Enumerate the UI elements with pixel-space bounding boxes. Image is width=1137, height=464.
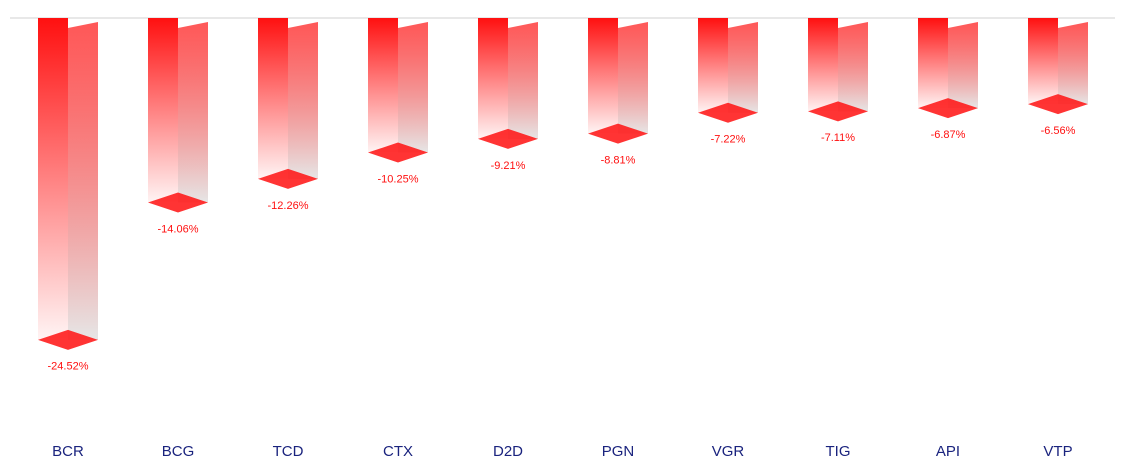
value-label: -14.06%: [158, 223, 199, 235]
value-label: -12.26%: [268, 200, 309, 212]
bar-bottom: [478, 128, 538, 149]
value-label: -6.87%: [931, 129, 966, 141]
bar-side: [618, 22, 648, 134]
bar: [1028, 18, 1058, 105]
x-tick-label: BCR: [52, 443, 84, 460]
x-tick-label: VGR: [712, 443, 745, 460]
value-label: -9.21%: [491, 160, 526, 172]
bar-bottom: [148, 192, 208, 213]
bar: [808, 18, 838, 112]
bar-bottom: [808, 101, 868, 122]
bar-bottom: [588, 123, 648, 144]
x-tick-label: D2D: [493, 443, 523, 460]
bar-side: [178, 22, 208, 203]
bar-side: [1058, 22, 1088, 105]
bar: [698, 18, 728, 113]
bar: [588, 18, 618, 134]
bar-side: [288, 22, 318, 179]
x-tick-label: PGN: [602, 443, 635, 460]
bar: [478, 18, 508, 139]
bar: [368, 18, 398, 153]
bar-bottom: [1028, 94, 1088, 115]
bar: [148, 18, 178, 203]
x-tick-label: TCD: [273, 443, 304, 460]
x-tick-label: TIG: [826, 443, 851, 460]
bar-side: [948, 22, 978, 109]
value-label: -8.81%: [601, 155, 636, 167]
bar-side: [68, 22, 98, 340]
bar-bottom: [368, 142, 428, 163]
bar-side: [728, 22, 758, 113]
x-tick-label: CTX: [383, 443, 413, 460]
bar: [258, 18, 288, 179]
value-label: -10.25%: [378, 173, 419, 185]
value-label: -7.22%: [711, 134, 746, 146]
bar-side: [838, 22, 868, 112]
bar-bottom: [918, 98, 978, 119]
x-tick-label: API: [936, 443, 960, 460]
bar-bottom: [258, 168, 318, 189]
value-label: -7.11%: [821, 132, 855, 144]
bar-side: [398, 22, 428, 153]
x-tick-label: BCG: [162, 443, 195, 460]
bar-bottom: [38, 329, 98, 350]
value-label: -6.56%: [1041, 125, 1076, 137]
bar-side: [508, 22, 538, 139]
bar: [918, 18, 948, 109]
value-label: -24.52%: [48, 361, 89, 373]
x-tick-label: VTP: [1043, 443, 1072, 460]
bar: [38, 18, 68, 340]
bar-bottom: [698, 102, 758, 123]
